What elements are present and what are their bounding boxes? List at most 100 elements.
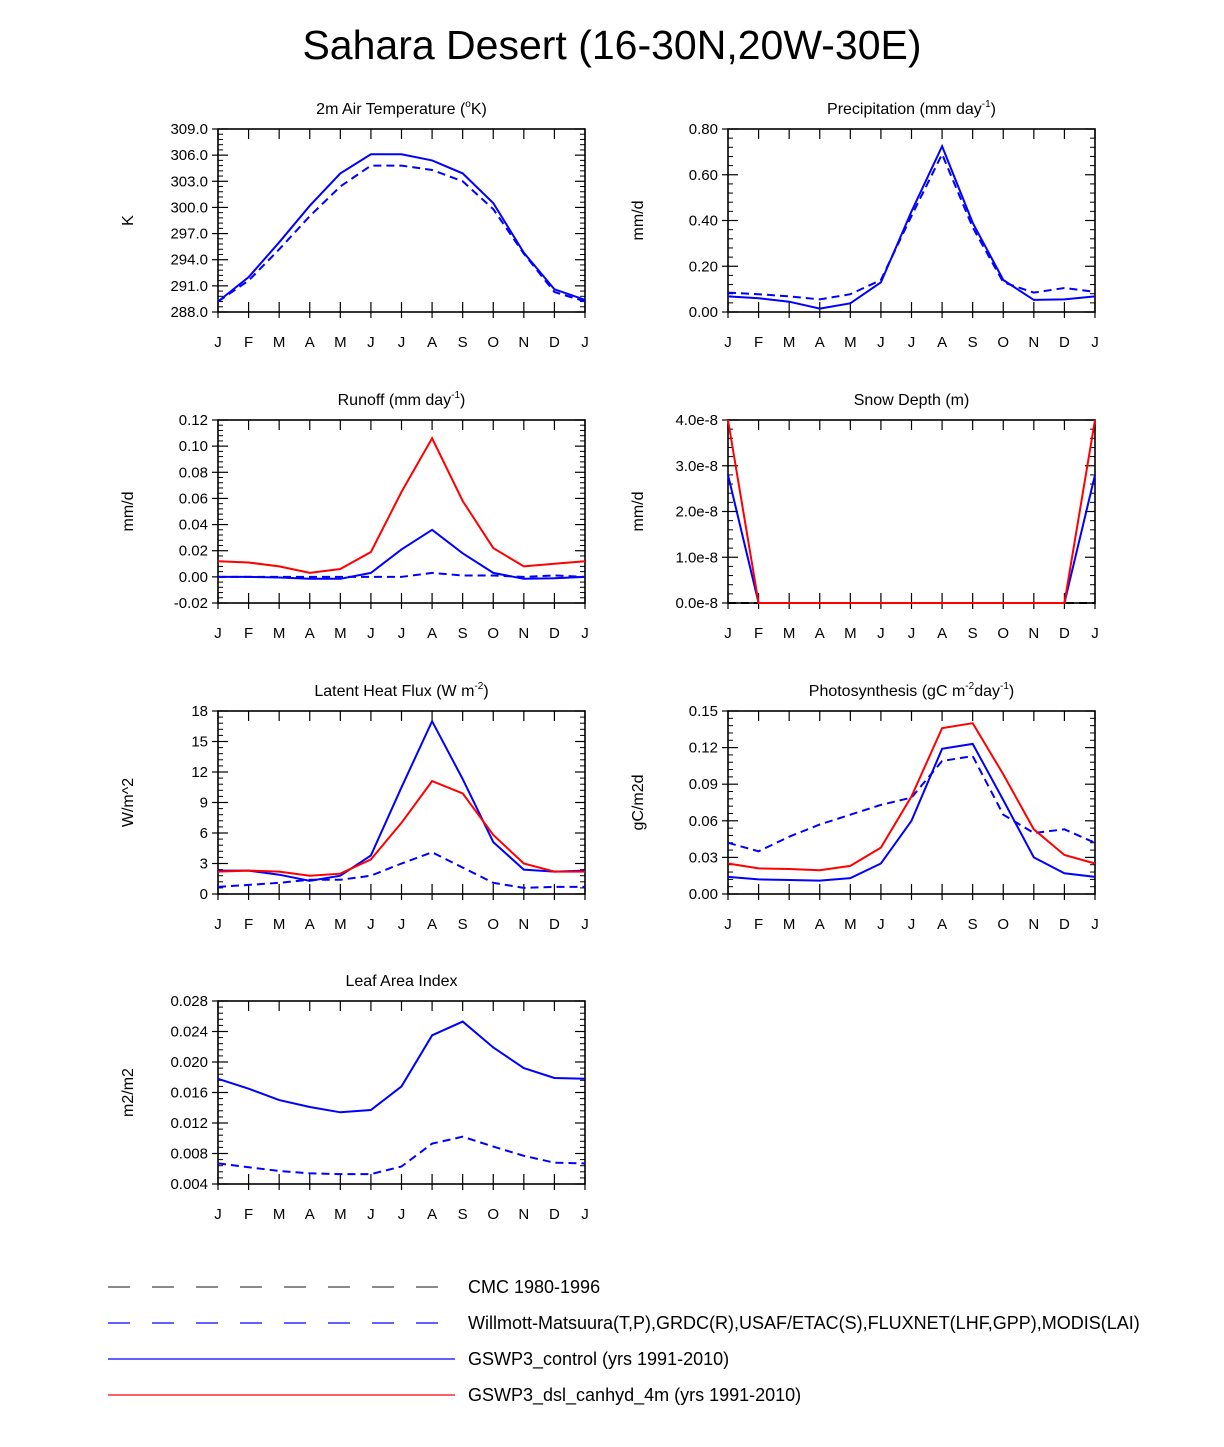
plot-frame — [217, 710, 586, 895]
y-tick-label: 2.0e-8 — [675, 504, 718, 521]
x-tick-label: M — [844, 625, 857, 642]
x-tick-label: A — [815, 916, 825, 933]
y-tick-label: 0.00 — [179, 569, 208, 586]
x-tick-label: J — [367, 625, 375, 642]
y-axis-label: m2/m2 — [120, 1068, 137, 1117]
x-tick-label: M — [334, 334, 347, 351]
x-tick-label: A — [427, 625, 437, 642]
series-line-gswp3-control — [727, 742, 1096, 882]
series-line-gswp3-control — [727, 474, 1096, 604]
series-line-gswp3-dsl-canhyd-4m — [217, 779, 585, 877]
x-tick-label: J — [581, 625, 589, 642]
y-tick-label: 0.40 — [689, 213, 718, 230]
y-tick-label: 288.0 — [170, 304, 208, 321]
y-tick-label: 0.06 — [689, 813, 718, 830]
x-tick-label: O — [487, 334, 499, 351]
plot-frame — [727, 128, 1096, 313]
x-tick-label: O — [997, 334, 1009, 351]
x-tick-label: J — [581, 916, 589, 933]
x-tick-label: D — [549, 334, 560, 351]
x-tick-label: F — [244, 625, 253, 642]
x-tick-label: A — [937, 625, 947, 642]
x-tick-label: D — [549, 625, 560, 642]
x-tick-label: J — [908, 625, 916, 642]
x-tick-label: S — [458, 916, 468, 933]
y-tick-label: 18 — [191, 703, 208, 720]
x-tick-label: F — [754, 334, 763, 351]
y-tick-label: 0.12 — [689, 740, 718, 757]
series-line-gswp3-dsl-canhyd-4m — [217, 436, 586, 574]
chart-panel-2: Precipitation (mm day-1) mm/d 0.00 0.20 0.40… — [630, 99, 1099, 351]
chart-title: Runoff (mm day-1) — [338, 390, 466, 409]
legend: CMC 1980-1996 Willmott-Matsuura(T,P),GRDC… — [108, 1277, 1140, 1406]
y-tick-label: 9 — [200, 795, 208, 812]
y-tick-label: 0.10 — [179, 438, 208, 455]
x-tick-label: J — [214, 1206, 222, 1223]
chart-title: Latent Heat Flux (W m-2) — [314, 681, 488, 700]
x-tick-label: J — [367, 916, 375, 933]
y-tick-label: 6 — [200, 825, 208, 842]
y-tick-label: 0.008 — [170, 1146, 208, 1163]
y-tick-label: 0.020 — [170, 1054, 208, 1071]
x-tick-label: N — [518, 334, 529, 351]
x-tick-label: J — [581, 334, 589, 351]
y-tick-label: 0.80 — [689, 121, 718, 138]
x-tick-label: D — [1059, 916, 1070, 933]
x-tick-label: O — [487, 1206, 499, 1223]
y-tick-label: 0.024 — [170, 1024, 208, 1041]
y-tick-label: 0.012 — [170, 1115, 208, 1132]
series-line-gswp3-control — [218, 718, 586, 882]
x-tick-label: J — [908, 916, 916, 933]
y-tick-label: 0.03 — [689, 849, 718, 866]
legend-label-3: GSWP3_control (yrs 1991-2010) — [468, 1349, 729, 1370]
x-tick-label: J — [724, 916, 732, 933]
x-tick-label: A — [427, 1206, 437, 1223]
legend-label-1: CMC 1980-1996 — [468, 1277, 600, 1297]
plot-frame — [217, 1000, 586, 1185]
x-tick-label: O — [487, 625, 499, 642]
y-tick-label: 0.028 — [170, 993, 208, 1010]
x-tick-label: M — [844, 334, 857, 351]
series-line-grdc — [218, 571, 586, 578]
y-tick-label: 309.0 — [170, 121, 208, 138]
legend-label-2: Willmott-Matsuura(T,P),GRDC(R),USAF/ETAC… — [468, 1313, 1140, 1333]
x-tick-label: A — [305, 916, 315, 933]
y-tick-label: 0.016 — [170, 1085, 208, 1102]
x-tick-label: J — [877, 334, 885, 351]
x-tick-label: M — [273, 1206, 286, 1223]
x-tick-label: J — [398, 916, 406, 933]
x-tick-label: J — [214, 916, 222, 933]
y-tick-label: 12 — [191, 764, 208, 781]
x-tick-label: M — [783, 625, 796, 642]
x-tick-label: F — [754, 916, 763, 933]
x-tick-label: J — [724, 625, 732, 642]
x-tick-label: A — [427, 916, 437, 933]
plot-frame — [217, 128, 586, 313]
x-tick-label: A — [305, 1206, 315, 1223]
x-tick-label: M — [273, 334, 286, 351]
y-tick-label: 300.0 — [170, 199, 208, 216]
x-tick-label: J — [214, 625, 222, 642]
x-tick-label: N — [518, 1206, 529, 1223]
y-axis-label: mm/d — [630, 201, 647, 241]
y-axis-label: mm/d — [630, 492, 647, 532]
y-tick-label: 0 — [200, 886, 208, 903]
x-tick-label: A — [937, 916, 947, 933]
x-tick-label: M — [783, 334, 796, 351]
x-tick-label: J — [367, 1206, 375, 1223]
y-tick-label: 15 — [191, 734, 208, 751]
series-line-willmott-matsuura — [727, 151, 1096, 301]
y-axis-label: gC/m2d — [630, 774, 647, 830]
plot-frame — [727, 419, 1096, 604]
chart-panel-1: 2m Air Temperature (oK) K 288.0 291.0 294.0 2… — [120, 99, 589, 351]
y-tick-label: 303.0 — [170, 173, 208, 190]
x-tick-label: M — [334, 1206, 347, 1223]
x-tick-label: N — [1028, 625, 1039, 642]
x-tick-label: J — [214, 334, 222, 351]
x-tick-label: F — [754, 625, 763, 642]
x-tick-label: D — [549, 916, 560, 933]
x-tick-label: J — [581, 1206, 589, 1223]
y-tick-label: 3.0e-8 — [675, 458, 718, 475]
y-tick-label: 291.0 — [170, 278, 208, 295]
